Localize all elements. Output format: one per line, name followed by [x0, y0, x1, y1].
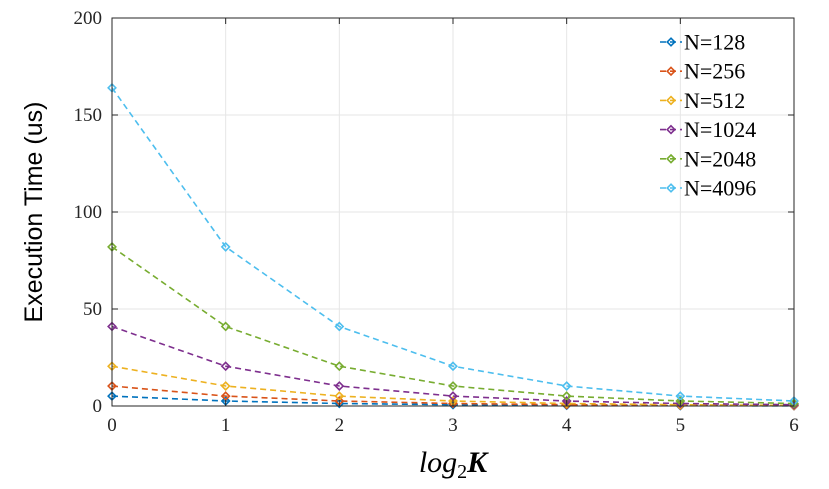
legend-entry-label: N=512	[684, 88, 745, 113]
data-point	[220, 321, 231, 332]
data-point	[448, 391, 458, 402]
legend-entry-label: N=4096	[684, 176, 756, 201]
y-tick-label: 50	[83, 299, 102, 320]
data-point	[561, 391, 572, 402]
legend-swatch-marker	[666, 37, 676, 47]
data-point	[334, 391, 345, 402]
data-point	[220, 241, 231, 252]
y-axis-label: Execution Time (us)	[20, 102, 48, 323]
legend-entry-label: N=1024	[684, 117, 756, 142]
data-point	[561, 381, 572, 391]
legend-swatch-marker	[666, 66, 676, 77]
data-point	[334, 361, 345, 372]
data-point	[448, 381, 458, 391]
data-point	[220, 381, 231, 391]
data-point	[334, 381, 345, 391]
x-tick-label: 5	[676, 415, 686, 436]
data-point	[220, 361, 231, 372]
y-tick-label: 0	[93, 396, 103, 417]
legend-entry-label: N=256	[684, 59, 745, 84]
legend-entry-label: N=128	[684, 30, 745, 55]
data-point	[448, 361, 458, 372]
series-line	[111, 87, 795, 402]
legend-swatch-marker	[666, 124, 676, 135]
axis-ticks: 0 1 2 3 4 5 6 0 50 100 150 200	[74, 8, 799, 436]
x-tick-label: 2	[335, 415, 345, 436]
data-point	[334, 321, 345, 332]
x-tick-label: 3	[448, 415, 458, 436]
y-tick-label: 200	[74, 8, 103, 29]
data-point	[220, 391, 231, 402]
legend-entry-label: N=2048	[684, 146, 756, 171]
x-axis-label: log2K	[419, 446, 489, 483]
x-tick-label: 4	[562, 415, 572, 436]
series-line	[111, 325, 795, 406]
x-axis-label-subscript: 2	[457, 461, 467, 483]
x-tick-label: 0	[107, 415, 117, 436]
x-axis-label-base: log	[419, 446, 457, 479]
data-point	[675, 391, 686, 402]
legend-swatch-marker	[666, 153, 676, 164]
x-tick-label: 1	[221, 415, 231, 436]
legend-swatch-marker	[666, 95, 676, 106]
legend-swatch-marker	[666, 183, 676, 193]
x-tick-label: 6	[789, 415, 799, 436]
legend: N=128 N=256 N=512 N=1024 N=2048 N=4096	[660, 30, 756, 201]
x-axis-label-variable: K	[466, 446, 489, 479]
y-tick-label: 150	[74, 105, 103, 126]
y-tick-label: 100	[74, 202, 103, 223]
